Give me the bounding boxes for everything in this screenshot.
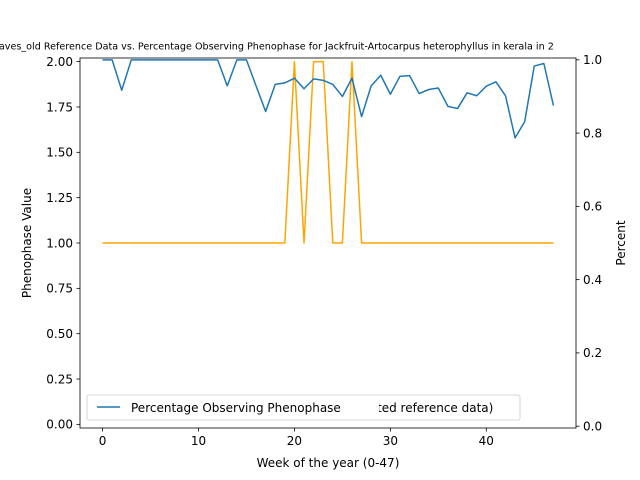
x-tick-label: 30 (383, 434, 398, 448)
legend-entry-blue-background (96, 396, 379, 419)
series-line-orange (102, 60, 554, 244)
y-left-tick-label: 1.75 (46, 100, 73, 114)
y-axis-right: 0.0 0.2 0.4 0.6 0.8 1.0 (576, 53, 602, 433)
x-tick-label: 10 (191, 434, 206, 448)
plot-lines (102, 59, 555, 244)
y-axis-left: 0.00 0.25 0.50 0.75 1.00 1.25 1.50 1.75 2.00 (46, 55, 80, 432)
y-left-tick-label: 0.75 (46, 282, 73, 296)
legend: ted reference data) Percentage Observing… (86, 394, 521, 421)
y-right-tick-label: 0.4 (583, 273, 602, 287)
x-tick-label: 40 (479, 434, 494, 448)
y-axis-right-label: Percent (614, 220, 628, 265)
y-right-tick-label: 1.0 (583, 53, 602, 67)
y-left-tick-label: 1.00 (46, 236, 73, 250)
y-left-tick-label: 0.25 (46, 372, 73, 386)
legend-entry-blue-label: Percentage Observing Phenophase (131, 401, 341, 415)
y-right-tick-label: 0.0 (583, 419, 602, 433)
y-right-tick-label: 0.8 (583, 126, 602, 140)
x-tick-label: 0 (99, 434, 107, 448)
x-axis: 0 10 20 30 40 (99, 428, 494, 448)
legend-entry-orange-label: ted reference data) (377, 401, 493, 415)
chart-title: eaves_old Reference Data vs. Percentage … (0, 42, 554, 53)
y-left-tick-label: 1.25 (46, 191, 73, 205)
y-right-tick-label: 0.6 (583, 200, 602, 214)
y-left-tick-label: 1.50 (46, 146, 73, 160)
y-right-tick-label: 0.2 (583, 346, 602, 360)
x-axis-label: Week of the year (0-47) (257, 456, 400, 470)
y-axis-left-label: Phenophase Value (20, 188, 34, 298)
y-left-tick-label: 2.00 (46, 55, 73, 69)
series-line-blue (102, 59, 555, 139)
x-tick-label: 20 (287, 434, 302, 448)
y-left-tick-label: 0.50 (46, 327, 73, 341)
y-left-tick-label: 0.00 (46, 418, 73, 432)
